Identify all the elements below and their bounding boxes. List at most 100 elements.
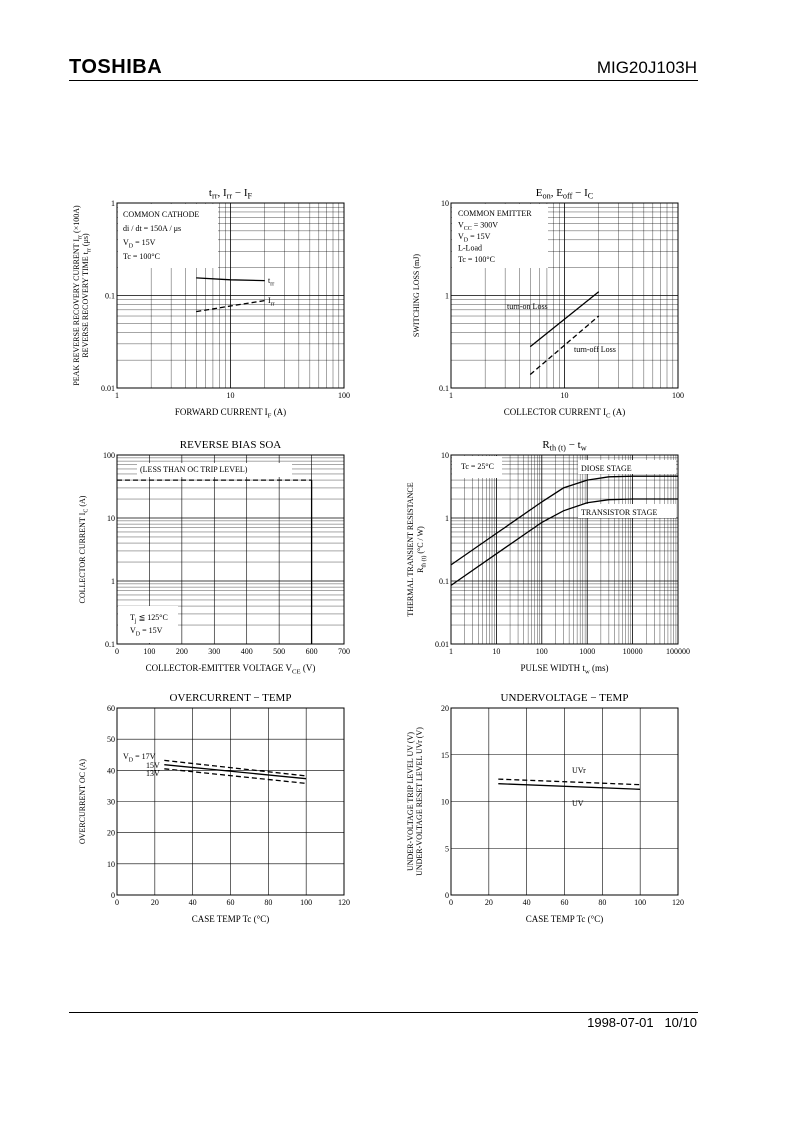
y-axis-label: OVERCURRENT OC (A) — [78, 759, 87, 845]
series-line-1 — [498, 778, 641, 786]
x-axis-label: PULSE WIDTH tw (ms) — [521, 663, 609, 676]
chart-5: OVERCURRENT − TEMP 0 20 40 60 80 100 120 0 10 20 30… — [78, 692, 350, 924]
x-tick-label: 20 — [151, 898, 159, 907]
part-number: MIG20J103H — [596, 58, 697, 77]
footer-info: 1998-07-01 10/10 — [587, 1015, 697, 1030]
series-line-2 — [164, 764, 307, 780]
y-tick-label: 1 — [111, 199, 115, 208]
footer-page: 10/10 — [664, 1015, 697, 1030]
y-tick-label: 10 — [441, 451, 449, 460]
series-line-2 — [498, 783, 641, 790]
header-rule — [69, 80, 698, 81]
y-tick-label: 40 — [107, 766, 115, 775]
x-tick-label: 20 — [485, 898, 493, 907]
brand-logo: TOSHIBA — [69, 56, 163, 78]
annotation-line: VCC = 300V — [458, 221, 498, 233]
series-label: UVr — [572, 766, 586, 775]
series-label: UV — [572, 799, 584, 808]
annotation-box — [452, 204, 548, 268]
x-tick-label: 500 — [273, 647, 285, 656]
x-tick-label: 100 — [338, 391, 350, 400]
y-axis-label: Rth (t) (°C / W) — [416, 526, 428, 573]
y-tick-label: 20 — [441, 704, 449, 713]
y-tick-label: 0.1 — [105, 292, 115, 301]
series-line-1 — [450, 475, 678, 566]
annotation-line: VD = 15V — [123, 238, 156, 250]
annotation-line: COMMON EMITTER — [458, 209, 532, 218]
footer-rule — [69, 1012, 698, 1013]
x-tick-label: 10000 — [623, 647, 643, 656]
x-tick-label: 120 — [338, 898, 350, 907]
annotation-box — [118, 204, 218, 268]
annotation-box — [452, 456, 502, 478]
y-axis-label: UNDER-VOLTAGE TRIP LEVEL UV (V) — [406, 732, 415, 871]
chart-title: REVERSE BIAS SOA — [180, 439, 282, 451]
annotation-line: VD = 15V — [458, 232, 491, 244]
series-line-1 — [529, 291, 600, 348]
y-tick-label: 15 — [441, 751, 449, 760]
x-tick-label: 1000 — [579, 647, 595, 656]
series-line-1 — [164, 759, 307, 777]
plot-frame — [116, 202, 345, 389]
y-tick-label: 30 — [107, 798, 115, 807]
annotation: (LESS THAN OC TRIP LEVEL) — [140, 465, 248, 474]
y-tick-label: 1 — [445, 292, 449, 301]
annotation-line: COMMON CATHODE — [123, 210, 199, 219]
x-axis-label: COLLECTOR-EMITTER VOLTAGE VCE (V) — [146, 663, 316, 676]
x-tick-label: 100 — [300, 898, 312, 907]
plot-frame — [116, 454, 345, 645]
x-tick-label: 600 — [306, 647, 318, 656]
series-label: 15V — [146, 761, 160, 770]
annotation: Tc = 25°C — [461, 462, 494, 471]
x-tick-label: 10 — [227, 391, 235, 400]
y-tick-label: 0 — [111, 891, 115, 900]
x-tick-label: 60 — [561, 898, 569, 907]
x-axis-label: CASE TEMP Tc (°C) — [192, 914, 270, 924]
y-axis-label-group: SWITCHING LOSS (mJ) — [412, 254, 421, 337]
x-tick-label: 100 — [536, 647, 548, 656]
x-axis-label: CASE TEMP Tc (°C) — [526, 914, 604, 924]
chart-title: Rth (t) − tw — [542, 439, 586, 453]
x-tick-label: 0 — [115, 647, 119, 656]
x-tick-label: 700 — [338, 647, 350, 656]
y-tick-label: 0.1 — [439, 577, 449, 586]
y-tick-label: 100 — [103, 451, 115, 460]
x-tick-label: 60 — [227, 898, 235, 907]
plot-frame — [450, 202, 679, 389]
legend-box — [578, 504, 676, 518]
series-label: DIOSE STAGE — [581, 464, 632, 473]
y-tick-label: 0.1 — [105, 640, 115, 649]
chart-title: Eon, Eoff − IC — [536, 187, 594, 201]
series-label: Irr — [268, 296, 275, 308]
x-tick-label: 80 — [598, 898, 606, 907]
y-tick-label: 10 — [441, 798, 449, 807]
chart-title: UNDERVOLTAGE − TEMP — [501, 692, 629, 704]
x-tick-label: 0 — [115, 898, 119, 907]
plot-frame — [450, 707, 679, 896]
y-tick-label: 0.1 — [439, 384, 449, 393]
chart-1: trr, Irr − IF 1 10 100 0.01 0.1 1 FORWARD CURRE… — [72, 187, 350, 420]
y-tick-label: 5 — [445, 844, 449, 853]
annotation-box — [137, 463, 292, 477]
legend-box — [578, 460, 676, 474]
annotation-line: Tc = 100°C — [458, 255, 495, 264]
series-label: trr — [268, 276, 274, 288]
y-tick-label: 10 — [107, 514, 115, 523]
x-tick-label: 40 — [189, 898, 197, 907]
chart-6: UNDERVOLTAGE − TEMP 0 20 40 60 80 100 120 0 5 10 15… — [406, 692, 684, 924]
x-tick-label: 10 — [492, 647, 500, 656]
annotation-box — [118, 606, 178, 643]
x-axis-label: COLLECTOR CURRENT IC (A) — [504, 407, 625, 420]
x-tick-label: 1 — [115, 391, 119, 400]
y-tick-label: 60 — [107, 704, 115, 713]
y-axis-label: PEAK REVERSE RECOVERY CURRENT Irr (×100A… — [72, 205, 84, 386]
y-axis-label-group: THERMAL TRANSIENT RESISTANCE Rth (t) (°C … — [406, 482, 428, 616]
y-tick-label: 1 — [111, 577, 115, 586]
y-tick-label: 50 — [107, 735, 115, 744]
plot-frame — [450, 454, 679, 645]
plot-frame — [116, 707, 345, 896]
y-axis-label: SWITCHING LOSS (mJ) — [412, 254, 421, 337]
series-line-2 — [529, 315, 600, 375]
x-tick-label: 200 — [176, 647, 188, 656]
